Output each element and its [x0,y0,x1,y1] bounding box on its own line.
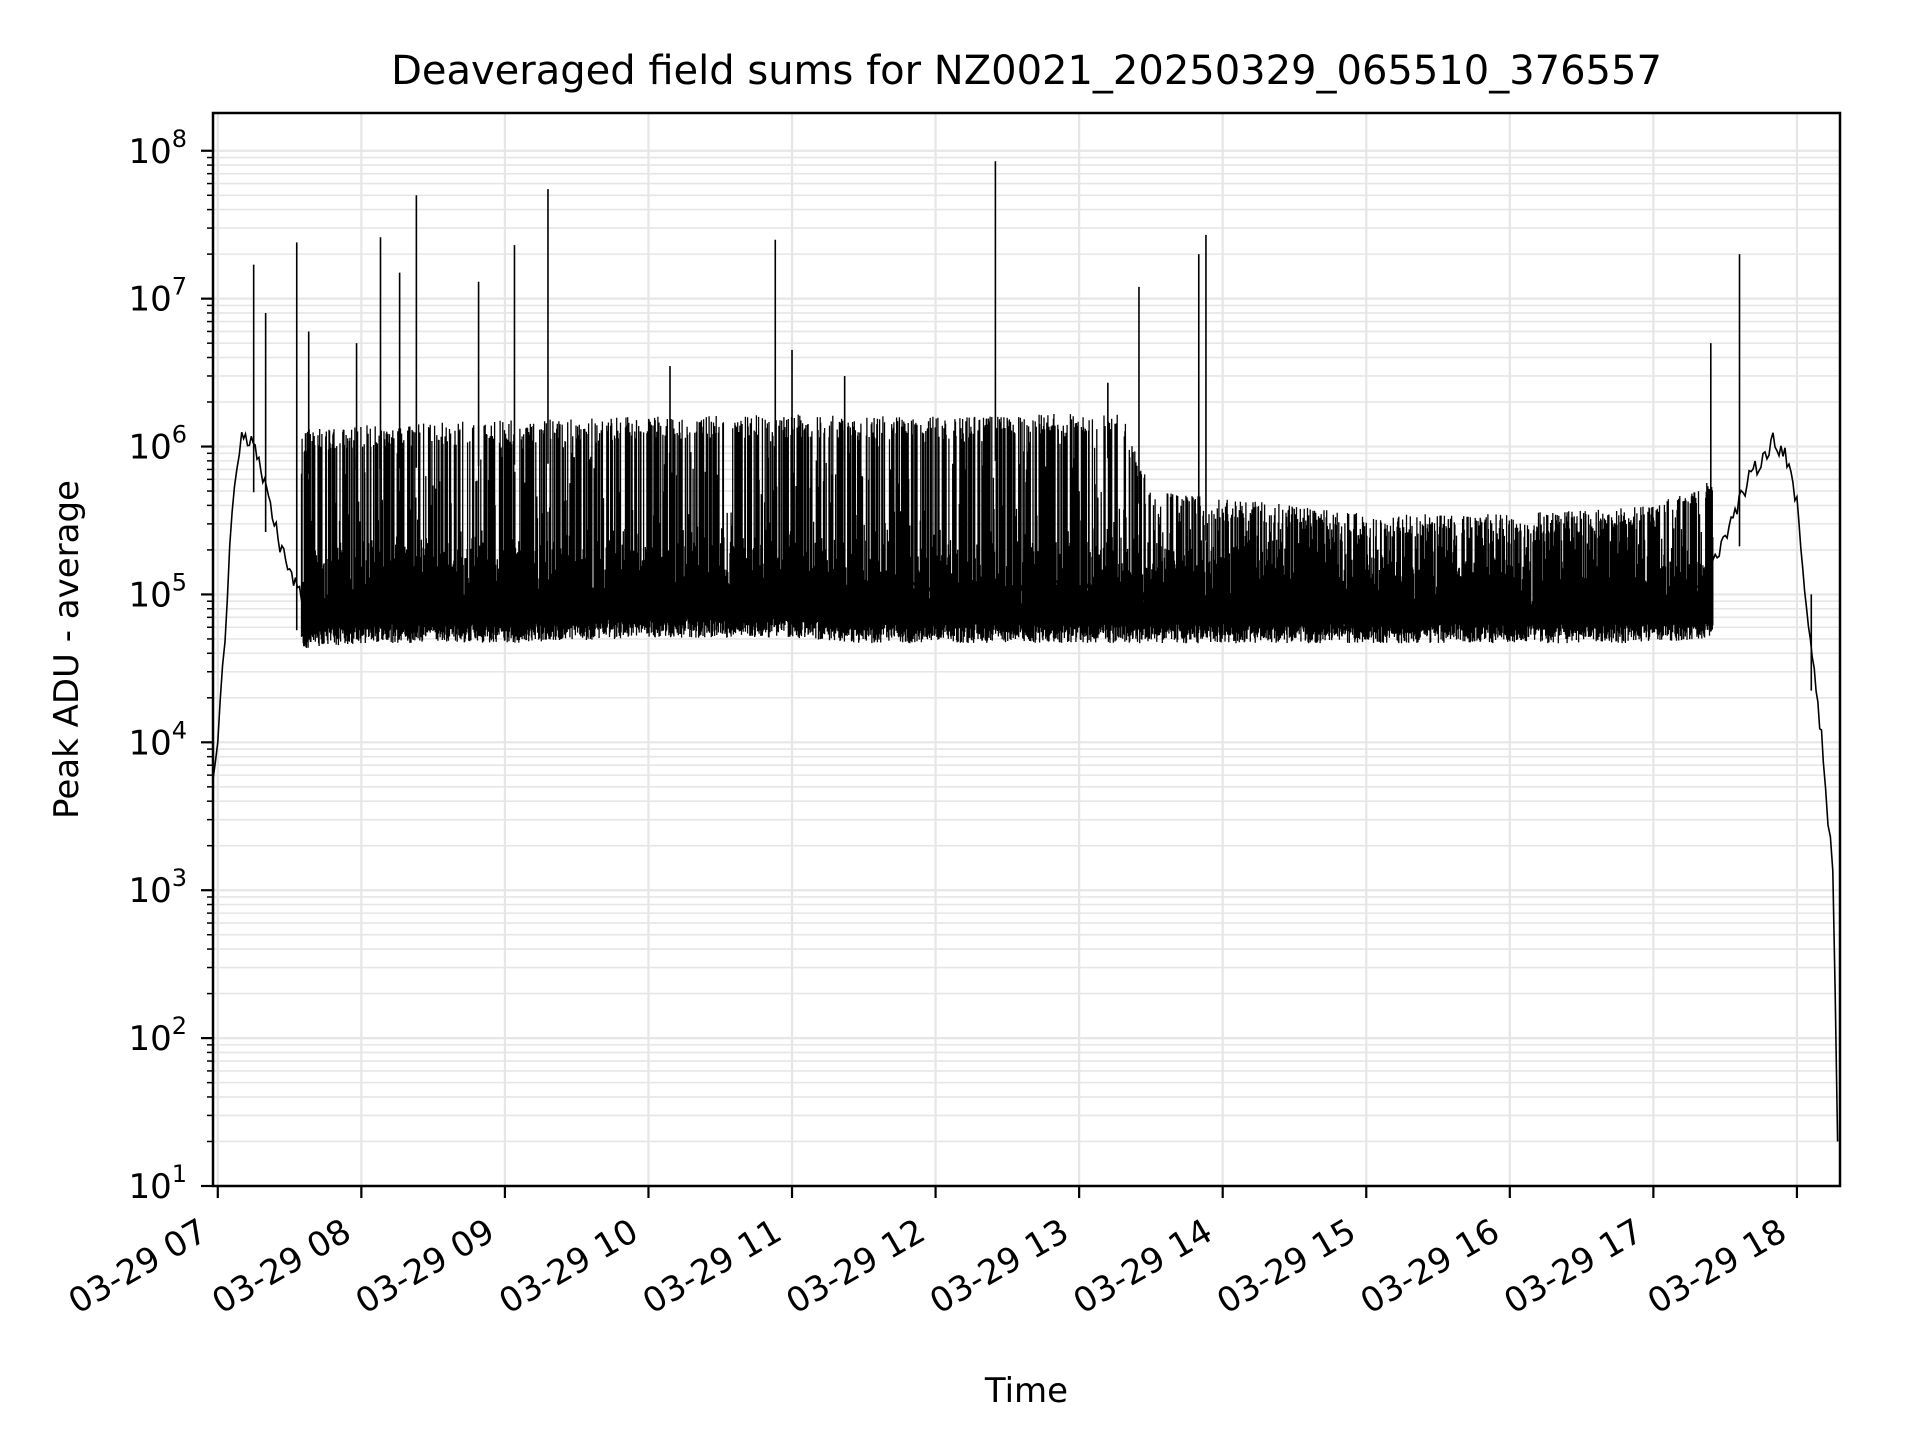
y-tick-label-base: 10 [128,723,171,763]
y-tick-label: 101 [128,1160,187,1207]
y-tick-label-exponent: 1 [172,1160,187,1188]
x-tick-label: 03-29 12 [780,1211,932,1322]
x-tick-label: 03-29 17 [1497,1211,1649,1322]
y-tick-label-base: 10 [128,280,171,320]
y-tick-label: 106 [128,421,187,468]
chart-title: Deaveraged field sums for NZ0021_2025032… [391,48,1662,94]
grid-layer [213,113,1840,1188]
y-tick-label-base: 10 [128,871,171,911]
y-tick-label: 104 [128,716,187,763]
y-tick-label-exponent: 8 [172,125,187,153]
x-tick-label: 03-29 18 [1641,1211,1793,1322]
series-line [212,430,1839,1142]
plot-frame [211,111,1842,1188]
y-tick-label-exponent: 5 [172,568,187,596]
x-tick-label: 03-29 16 [1354,1211,1506,1322]
y-tick-label-exponent: 3 [172,864,187,892]
x-tick-label: 03-29 07 [62,1211,214,1322]
fluctuation-band [300,414,1714,648]
x-tick-label: 03-29 11 [636,1211,788,1322]
spike-layer [252,161,1813,691]
y-tick-label-base: 10 [128,428,171,468]
y-tick-label-exponent: 7 [172,273,187,301]
y-tick-label: 103 [128,864,187,911]
y-tick-label: 107 [128,273,187,320]
x-tick-label: 03-29 10 [493,1211,645,1322]
y-tick-label-base: 10 [128,1019,171,1059]
y-tick-label-base: 10 [128,132,171,172]
y-tick-label: 108 [128,125,187,172]
y-axis-label: Peak ADU - average [47,480,87,819]
x-axis-label: Time [984,1371,1068,1411]
x-tick-label: 03-29 09 [349,1211,501,1322]
y-tick-label-exponent: 6 [172,421,187,449]
y-tick-label: 105 [128,568,187,615]
x-tick-label: 03-29 15 [1210,1211,1362,1322]
y-tick-label: 102 [128,1012,187,1059]
x-tick-label: 03-29 08 [205,1211,357,1322]
x-tick-label: 03-29 14 [1067,1211,1219,1322]
x-tick-label: 03-29 13 [923,1211,1075,1322]
y-tick-label-exponent: 4 [172,716,187,744]
series-layer [212,430,1839,1142]
y-tick-label-base: 10 [128,1167,171,1207]
y-tick-label-base: 10 [128,575,171,615]
fluctuation-band-layer [300,414,1714,648]
y-tick-label-exponent: 2 [172,1012,187,1040]
